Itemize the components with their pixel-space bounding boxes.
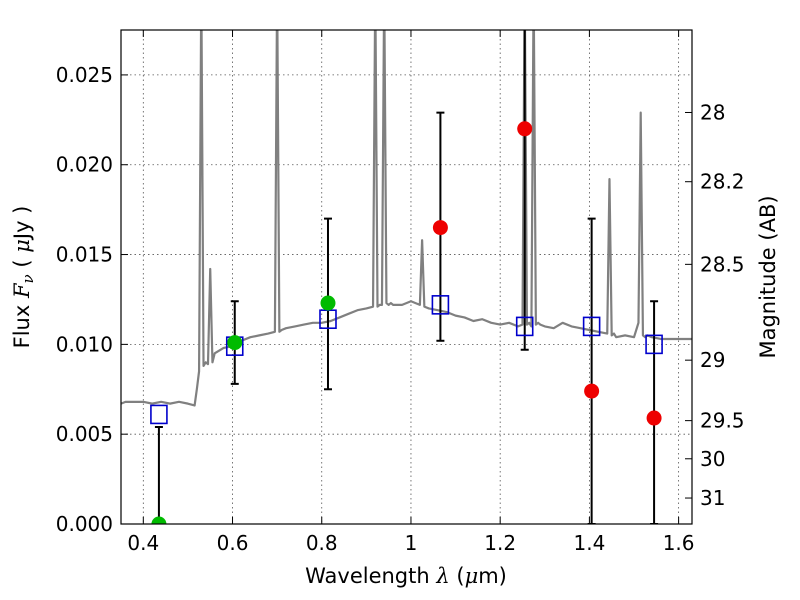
x-tick-label: 1: [405, 531, 418, 555]
x-tick-label: 1.2: [484, 531, 516, 555]
y-axis-title: Flux Fν ( μJy ): [10, 206, 37, 349]
y2-tick-label: 31: [700, 486, 725, 510]
observed-point-red: [517, 121, 533, 137]
x-tick-label: 0.6: [217, 531, 249, 555]
observed-point-green: [151, 516, 167, 524]
y2-tick-label: 29.5: [700, 409, 745, 433]
x-axis-title: Wavelength λ (μm): [305, 564, 507, 588]
x-tick-label: 1.4: [573, 531, 605, 555]
x-tick-label: 1.6: [663, 531, 695, 555]
observed-point-red: [584, 383, 600, 399]
y-tick-label: 0.000: [56, 512, 113, 536]
y2-tick-label: 29: [700, 348, 725, 372]
observed-point-green: [320, 295, 336, 311]
model-photometry-square: [582, 316, 601, 337]
model-photometry-square: [645, 334, 663, 355]
plot-area: [121, 30, 692, 524]
model-photometry-square: [150, 404, 168, 425]
x-tick-label: 0.8: [306, 531, 338, 555]
y2-tick-label: 30: [700, 447, 725, 471]
y-tick-label: 0.010: [56, 332, 113, 356]
y2-tick-label: 28.5: [700, 252, 745, 276]
observed-point-green: [227, 335, 243, 351]
plot-frame: [120, 29, 693, 525]
x-tick-label: 0.4: [127, 531, 159, 555]
observed-point-red: [646, 410, 662, 426]
observed-point-red: [432, 220, 448, 236]
y-tick-label: 0.025: [56, 63, 113, 87]
y2-tick-label: 28: [700, 100, 725, 124]
y2-tick-label: 28.2: [700, 170, 745, 194]
y-tick-label: 0.020: [56, 153, 113, 177]
plot-background: [121, 30, 692, 524]
model-spectrum-line: [121, 30, 692, 407]
axis-ticks: 0.4 0.6 0.8 1 1.2 1.4 1.6 0.000 0.005 0.010 0.015 0…: [56, 30, 745, 555]
y-tick-label: 0.005: [56, 422, 113, 446]
y-tick-label: 0.015: [56, 243, 113, 267]
y2-axis-title: Magnitude (AB): [756, 195, 780, 358]
model-photometry-square: [431, 295, 450, 315]
model-photometry-square: [515, 316, 534, 337]
